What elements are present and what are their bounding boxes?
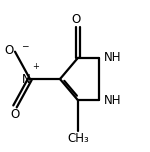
- Text: NH: NH: [104, 51, 122, 64]
- Text: +: +: [32, 62, 39, 71]
- Text: O: O: [72, 13, 81, 26]
- Text: CH₃: CH₃: [67, 132, 89, 145]
- Text: NH: NH: [104, 94, 122, 107]
- Text: −: −: [21, 41, 28, 50]
- Text: O: O: [10, 108, 20, 121]
- Text: N: N: [22, 73, 31, 86]
- Text: O: O: [4, 44, 14, 57]
